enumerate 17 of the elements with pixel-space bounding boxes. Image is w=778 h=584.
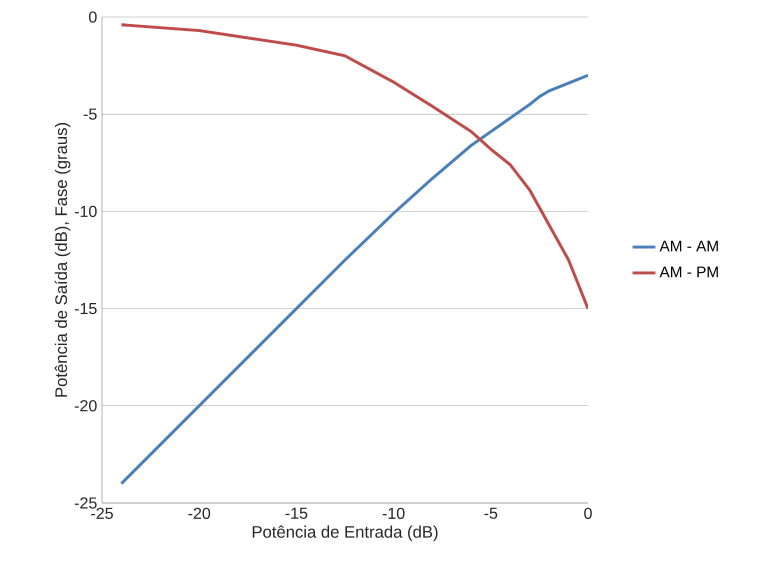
y-tick-label: -10 — [74, 206, 97, 218]
y-tick-label: -20 — [74, 400, 97, 412]
x-tick-label: 0 — [584, 508, 592, 520]
y-axis-title: Potência de Saída (dB), Fase (graus) — [54, 123, 70, 397]
x-tick-label: -25 — [91, 508, 113, 520]
y-tick-label: -5 — [84, 108, 97, 120]
y-tick-label: 0 — [89, 11, 97, 23]
x-tick-label: -10 — [382, 508, 405, 520]
legend-label: AM - AM — [660, 240, 718, 252]
x-axis-title: Potência de Entrada (dB) — [252, 526, 438, 542]
line-series — [120, 23, 588, 310]
x-tick-label: -15 — [286, 508, 308, 519]
y-tick-label: -25 — [74, 497, 97, 509]
x-tick-label: -5 — [484, 508, 498, 519]
x-tick-label: -20 — [188, 508, 210, 520]
y-tick-label: -15 — [74, 303, 97, 314]
legend-label: AM - PM — [660, 266, 718, 278]
